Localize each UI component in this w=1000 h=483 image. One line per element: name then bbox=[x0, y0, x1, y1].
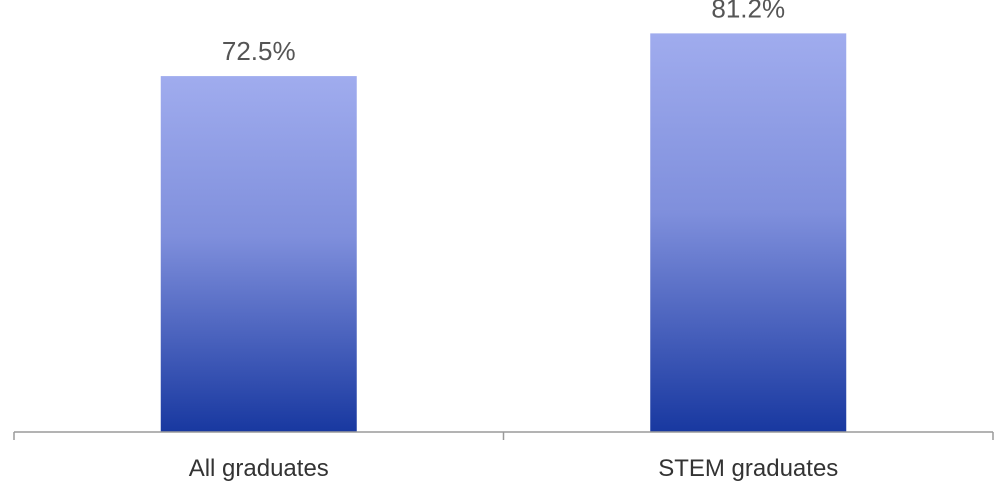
bars-layer bbox=[160, 33, 847, 433]
data-label-0: 72.5% bbox=[222, 36, 296, 66]
x-tick-label-1: STEM graduates bbox=[658, 455, 838, 482]
labels-layer: 72.5% All graduates 81.2% STEM graduates bbox=[189, 0, 839, 482]
bar-0 bbox=[160, 76, 357, 432]
x-axis bbox=[13, 431, 994, 440]
bar-1 bbox=[650, 33, 847, 433]
data-label-1: 81.2% bbox=[711, 0, 785, 23]
x-tick-label-0: All graduates bbox=[189, 455, 329, 482]
